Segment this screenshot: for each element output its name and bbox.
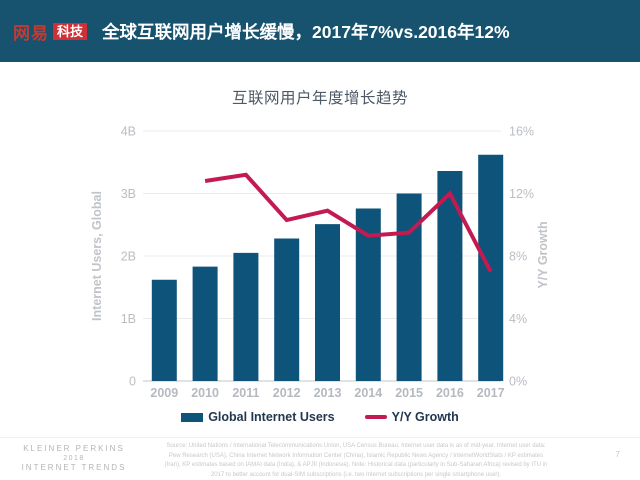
legend-label: Global Internet Users [208, 410, 335, 424]
header-bar: 网易 科技 全球互联网用户增长缓慢，2017年7%vs.2016年12% [0, 0, 640, 62]
kleiner-perkins-brand: KLEINER PERKINS 2018 INTERNET TRENDS [8, 444, 140, 474]
x-axis-tick-label: 2015 [395, 386, 423, 400]
x-axis-tick-label: 2011 [232, 386, 259, 400]
bar-series-swatch [181, 412, 204, 422]
brand-line: INTERNET TRENDS [21, 463, 127, 473]
bar-2013 [315, 224, 340, 381]
x-axis-tick-label: 2013 [314, 386, 342, 400]
legend-item-global-internet-users: Global Internet Users [181, 410, 335, 424]
x-axis-tick-label: 2016 [436, 386, 464, 400]
headline-title: 全球互联网用户增长缓慢，2017年7%vs.2016年12% [102, 21, 510, 42]
x-axis-tick-label: 2012 [273, 386, 301, 400]
x-axis-tick-label: 2017 [477, 386, 505, 400]
bar-2011 [233, 252, 259, 381]
chart-legend: Global Internet Users Y/Y Growth [0, 410, 640, 424]
left-axis-tick-label: 3B [121, 187, 136, 201]
page-number: 7 [615, 450, 620, 459]
source-note: Source: United Nations / International T… [164, 443, 548, 478]
left-axis-tick-label: 2B [121, 250, 136, 264]
logo-brand-text: 网易 [13, 23, 49, 43]
chart-title: 互联网用户年度增长趋势 [231, 90, 408, 107]
legend-label: Y/Y Growth [391, 410, 459, 424]
growth-line [204, 172, 493, 273]
bar-2010 [192, 266, 218, 381]
bar-2009 [151, 279, 177, 381]
netease-tech-logo[interactable]: 网易 科技 [13, 19, 88, 44]
logo-sub-badge: 科技 [53, 22, 88, 40]
bar-2012 [274, 238, 300, 381]
brand-line: KLEINER PERKINS [23, 444, 125, 453]
brand-line: 2018 [63, 455, 85, 463]
footer: KLEINER PERKINS 2018 INTERNET TRENDS Sou… [0, 437, 640, 480]
left-axis-tick-label: 1B [121, 312, 136, 326]
right-axis-tick-label: 12% [509, 187, 534, 201]
right-axis-tick-label: 4% [509, 312, 527, 326]
left-axis-tick-label: 4B [121, 125, 136, 139]
right-axis-title: Y/Y Growth [536, 221, 550, 288]
x-axis-tick-label: 2009 [150, 386, 178, 400]
line-series-swatch [364, 415, 387, 419]
right-axis-tick-label: 16% [509, 125, 534, 139]
x-axis-tick-label: 2010 [191, 386, 219, 400]
left-axis-title: Internet Users, Global [90, 191, 104, 321]
right-axis-tick-label: 8% [509, 250, 527, 264]
x-axis-tick-label: 2014 [354, 386, 382, 400]
legend-item-yy-growth: Y/Y Growth [364, 410, 459, 424]
right-axis-tick-label: 0% [509, 375, 527, 389]
left-axis-tick-label: 0 [129, 375, 136, 389]
